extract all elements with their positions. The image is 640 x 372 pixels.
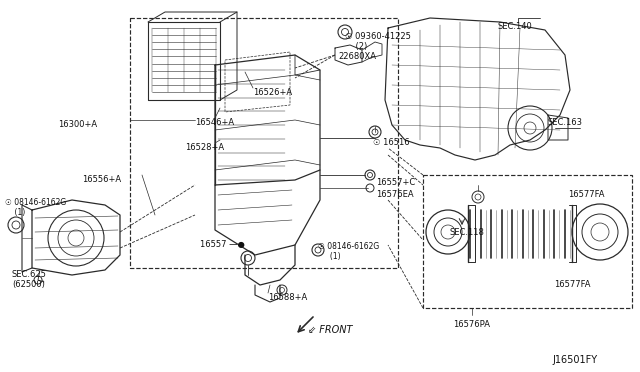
- Text: SEC.163: SEC.163: [548, 118, 583, 127]
- Text: SEC.625
(62500): SEC.625 (62500): [12, 270, 47, 289]
- Text: 16528+A: 16528+A: [185, 143, 224, 152]
- Text: 16577FA: 16577FA: [554, 280, 591, 289]
- Text: 16546+A: 16546+A: [195, 118, 234, 127]
- Text: SEC.118: SEC.118: [449, 228, 484, 237]
- Text: 16577FA: 16577FA: [568, 190, 605, 199]
- Text: 16588+A: 16588+A: [268, 293, 307, 302]
- Text: ☉ 08146-6162G
    (1): ☉ 08146-6162G (1): [5, 198, 67, 217]
- Text: 16557+C: 16557+C: [376, 178, 415, 187]
- Text: SEC.140: SEC.140: [498, 22, 532, 31]
- Text: 16576PA: 16576PA: [454, 320, 490, 329]
- Text: ☉ 08146-6162G
     (1): ☉ 08146-6162G (1): [318, 242, 380, 262]
- Text: ☉ 16516: ☉ 16516: [373, 138, 410, 147]
- Text: 16300+A: 16300+A: [58, 120, 97, 129]
- Text: 16557 —●: 16557 —●: [200, 240, 244, 249]
- Text: 16526+A: 16526+A: [253, 88, 292, 97]
- Bar: [423, 175, 632, 308]
- Text: 16556+A: 16556+A: [82, 175, 121, 184]
- Text: ⇙ FRONT: ⇙ FRONT: [308, 325, 353, 335]
- Text: ☉ 09360-41225
    (2): ☉ 09360-41225 (2): [345, 32, 411, 51]
- Text: 22680XA: 22680XA: [338, 52, 376, 61]
- Text: 16576EA: 16576EA: [376, 190, 413, 199]
- Bar: [130, 18, 398, 268]
- Text: J16501FY: J16501FY: [553, 355, 598, 365]
